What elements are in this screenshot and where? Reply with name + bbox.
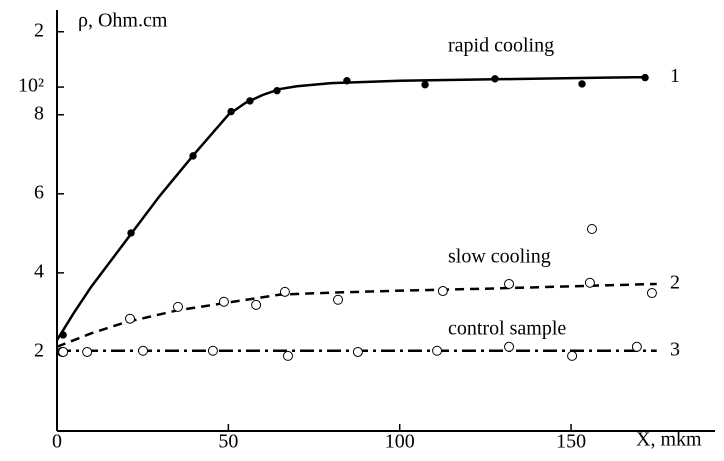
series-label: rapid cooling: [448, 35, 554, 57]
data-point: [504, 341, 515, 352]
data-point: [631, 341, 642, 352]
data-point: [59, 331, 67, 339]
y-axis-label: ρ, Ohm.cm: [78, 10, 168, 32]
y-tick-label: 2: [34, 19, 44, 41]
y-tick-label: 4: [34, 260, 44, 282]
x-tick-label: 100: [385, 431, 415, 453]
y-tick-label: 6: [34, 181, 44, 203]
x-tick-label: 150: [556, 431, 586, 453]
data-point: [138, 345, 149, 356]
x-tick-label: 50: [218, 431, 238, 453]
y-tick-label: 2: [34, 340, 44, 362]
series-number: 3: [670, 338, 680, 360]
x-tick-label: 0: [52, 431, 62, 453]
series-number: 1: [670, 65, 680, 87]
y-tick-label: 8: [34, 102, 44, 124]
data-point: [421, 81, 429, 89]
data-point: [279, 286, 290, 297]
data-point: [172, 301, 183, 312]
series-number: 2: [670, 272, 680, 294]
data-point: [646, 288, 657, 299]
data-point: [586, 223, 597, 234]
data-point: [251, 299, 262, 310]
data-point: [343, 77, 351, 85]
data-point: [584, 277, 595, 288]
data-point: [58, 346, 69, 357]
data-point: [504, 278, 515, 289]
fit-line: [55, 75, 647, 341]
data-point: [432, 345, 443, 356]
data-point: [333, 294, 344, 305]
data-point: [127, 229, 135, 237]
x-axis-label: X, mkm: [636, 429, 702, 451]
data-point: [273, 86, 281, 95]
data-point: [437, 286, 448, 297]
data-point: [207, 345, 218, 356]
data-point: [282, 350, 293, 361]
series-label: slow cooling: [448, 246, 551, 268]
series-label: control sample: [448, 318, 566, 340]
data-point: [189, 152, 197, 160]
data-point: [82, 346, 93, 357]
data-point: [227, 107, 235, 116]
data-point: [246, 97, 254, 105]
data-point: [124, 313, 135, 324]
data-point: [491, 75, 499, 83]
data-point: [352, 346, 363, 357]
data-point: [567, 350, 578, 361]
data-point: [218, 296, 229, 307]
data-point: [578, 80, 586, 88]
y-tick-label: 10²: [18, 75, 44, 97]
data-point: [641, 73, 649, 82]
fit-line: [56, 282, 657, 348]
